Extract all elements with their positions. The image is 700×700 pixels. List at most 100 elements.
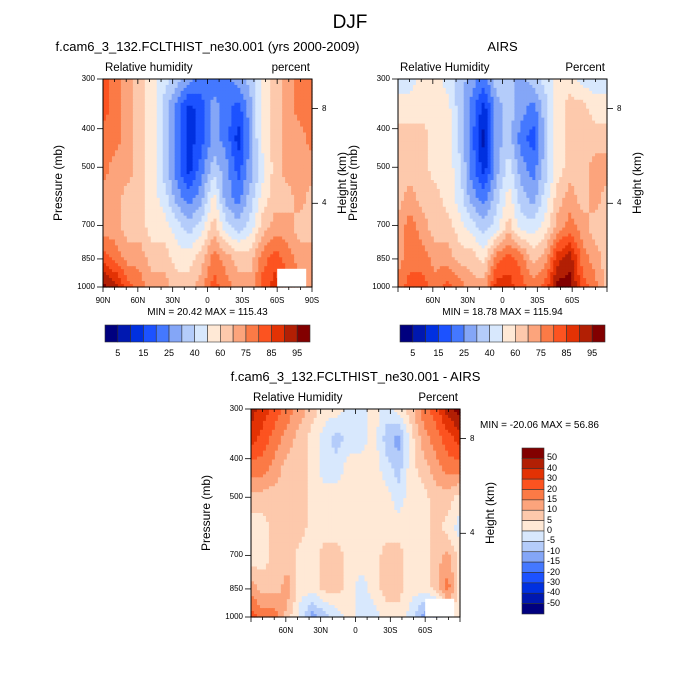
contour-cell — [120, 147, 125, 151]
contour-cell — [207, 99, 212, 104]
contour-cell — [192, 156, 197, 160]
contour-cell — [279, 242, 283, 246]
contour-cell — [276, 87, 280, 92]
contour-cell — [117, 194, 122, 199]
contour-cell — [249, 105, 253, 110]
contour-cell — [228, 111, 232, 116]
contour-cell — [279, 159, 283, 163]
contour-cell — [135, 111, 140, 116]
contour-cell — [168, 260, 173, 264]
contour-cell — [285, 114, 289, 119]
contour-cell — [189, 224, 194, 229]
contour-cell — [126, 272, 131, 276]
contour-cell — [198, 108, 203, 113]
contour-cell — [252, 144, 256, 148]
contour-cell — [243, 111, 247, 116]
contour-cell — [103, 212, 107, 217]
contour-cell — [141, 248, 146, 252]
contour-cell — [150, 159, 155, 163]
contour-cell — [231, 129, 235, 134]
contour-cell — [135, 248, 140, 252]
contour-cell — [228, 90, 232, 95]
contour-cell — [111, 281, 116, 285]
contour-cell — [285, 102, 289, 107]
contour-cell — [198, 245, 203, 249]
contour-cell — [201, 105, 206, 110]
contour-cell — [168, 114, 173, 119]
contour-cell — [150, 191, 155, 196]
contour-cell — [309, 90, 313, 95]
contour-cell — [108, 162, 113, 166]
contour-cell — [231, 108, 235, 113]
contour-cell — [165, 108, 170, 113]
contour-cell — [279, 215, 283, 220]
contour-cell — [198, 212, 203, 217]
contour-cell — [165, 111, 170, 116]
contour-cell — [117, 168, 122, 172]
contour-cell — [114, 209, 119, 214]
contour-cell — [195, 233, 200, 238]
contour-cell — [222, 81, 227, 86]
contour-cell — [222, 129, 227, 134]
contour-cell — [255, 233, 259, 238]
contour-cell — [144, 108, 149, 113]
contour-cell — [237, 233, 241, 238]
contour-cell — [135, 102, 140, 107]
contour-cell — [303, 206, 307, 211]
contour-cell — [126, 236, 131, 241]
contour-cell — [231, 272, 235, 276]
contour-cell — [189, 260, 194, 264]
contour-cell — [201, 272, 206, 276]
contour-cell — [156, 135, 161, 140]
contour-cell — [225, 120, 229, 125]
contour-cell — [297, 150, 301, 154]
contour-cell — [246, 281, 250, 285]
contour-cell — [171, 156, 176, 160]
contour-cell — [279, 114, 283, 119]
contour-cell — [267, 162, 271, 166]
contour-cell — [306, 84, 310, 89]
contour-cell — [129, 194, 134, 199]
contour-cell — [114, 221, 119, 226]
contour-cell — [120, 90, 125, 95]
contour-cell — [216, 263, 221, 267]
contour-cell — [108, 257, 113, 261]
contour-cell — [264, 239, 268, 244]
contour-cell — [237, 99, 241, 104]
contour-cell — [306, 227, 310, 232]
contour-cell — [234, 132, 238, 137]
contour-cell — [168, 209, 173, 214]
contour-cell — [123, 230, 128, 235]
contour-cell — [303, 87, 307, 92]
contour-cell — [159, 159, 164, 163]
contour-cell — [138, 138, 143, 142]
contour-cell — [210, 251, 215, 255]
contour-cell — [294, 227, 298, 232]
contour-cell — [306, 153, 310, 157]
contour-cell — [165, 230, 170, 235]
contour-cell — [198, 260, 203, 264]
contour-cell — [282, 236, 286, 241]
contour-cell — [261, 221, 265, 226]
contour-cell — [261, 90, 265, 95]
contour-cell — [291, 233, 295, 238]
contour-cell — [138, 162, 143, 166]
contour-cell — [294, 120, 298, 125]
contour-cell — [132, 120, 137, 125]
contour-cell — [111, 227, 116, 232]
contour-cell — [168, 239, 173, 244]
contour-cell — [219, 147, 224, 151]
contour-cell — [258, 171, 262, 175]
contour-cell — [231, 254, 235, 258]
contour-cell — [153, 174, 158, 178]
contour-cell — [204, 168, 209, 172]
contour-cell — [267, 233, 271, 238]
contour-cell — [267, 141, 271, 145]
contour-cell — [126, 168, 131, 172]
contour-cell — [300, 108, 304, 113]
contour-cell — [225, 185, 229, 190]
contour-cell — [156, 188, 161, 193]
y-tick-label: 400 — [81, 123, 95, 133]
contour-cell — [210, 174, 215, 178]
x-tick-label: 30S — [530, 296, 545, 305]
